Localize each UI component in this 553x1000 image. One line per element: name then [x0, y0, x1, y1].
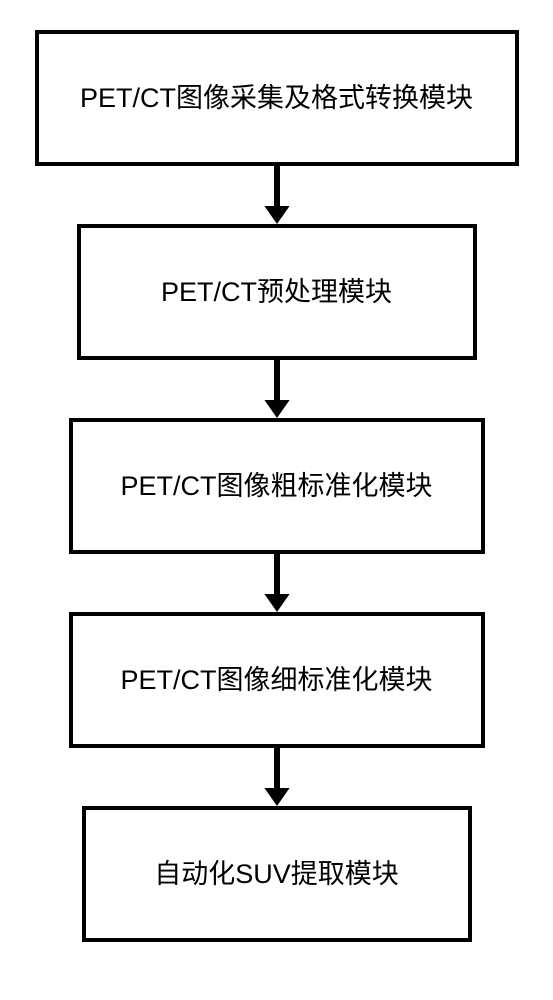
flowchart-node-label: PET/CT图像采集及格式转换模块 — [80, 82, 473, 114]
flowchart-node: PET/CT图像粗标准化模块 — [69, 418, 485, 554]
flowchart-node-label: PET/CT图像细标准化模块 — [120, 664, 432, 696]
flowchart-arrow — [259, 166, 295, 224]
flowchart-node-label: PET/CT图像粗标准化模块 — [120, 470, 432, 502]
flowchart-node: 自动化SUV提取模块 — [82, 806, 472, 942]
flowchart-node: PET/CT图像细标准化模块 — [69, 612, 485, 748]
flowchart-node-label: PET/CT预处理模块 — [161, 276, 392, 308]
flowchart-arrow — [259, 748, 295, 806]
flowchart-node-label: 自动化SUV提取模块 — [154, 858, 399, 890]
flowchart-node: PET/CT图像采集及格式转换模块 — [35, 30, 519, 166]
flowchart-arrow — [259, 360, 295, 418]
flowchart-container: PET/CT图像采集及格式转换模块 PET/CT预处理模块 PET/CT图像粗标准化… — [0, 0, 553, 942]
flowchart-node: PET/CT预处理模块 — [77, 224, 477, 360]
flowchart-arrow — [259, 554, 295, 612]
